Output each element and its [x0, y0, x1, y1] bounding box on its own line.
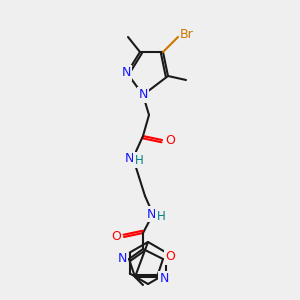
Text: O: O [165, 250, 175, 263]
Text: O: O [165, 134, 175, 146]
Text: N: N [138, 88, 148, 101]
Text: N: N [159, 272, 169, 286]
Text: N: N [146, 208, 156, 220]
Text: Br: Br [180, 28, 194, 41]
Text: H: H [157, 209, 165, 223]
Text: N: N [121, 67, 131, 80]
Text: N: N [124, 152, 134, 164]
Text: N: N [117, 253, 127, 266]
Text: H: H [135, 154, 143, 166]
Text: O: O [111, 230, 121, 244]
